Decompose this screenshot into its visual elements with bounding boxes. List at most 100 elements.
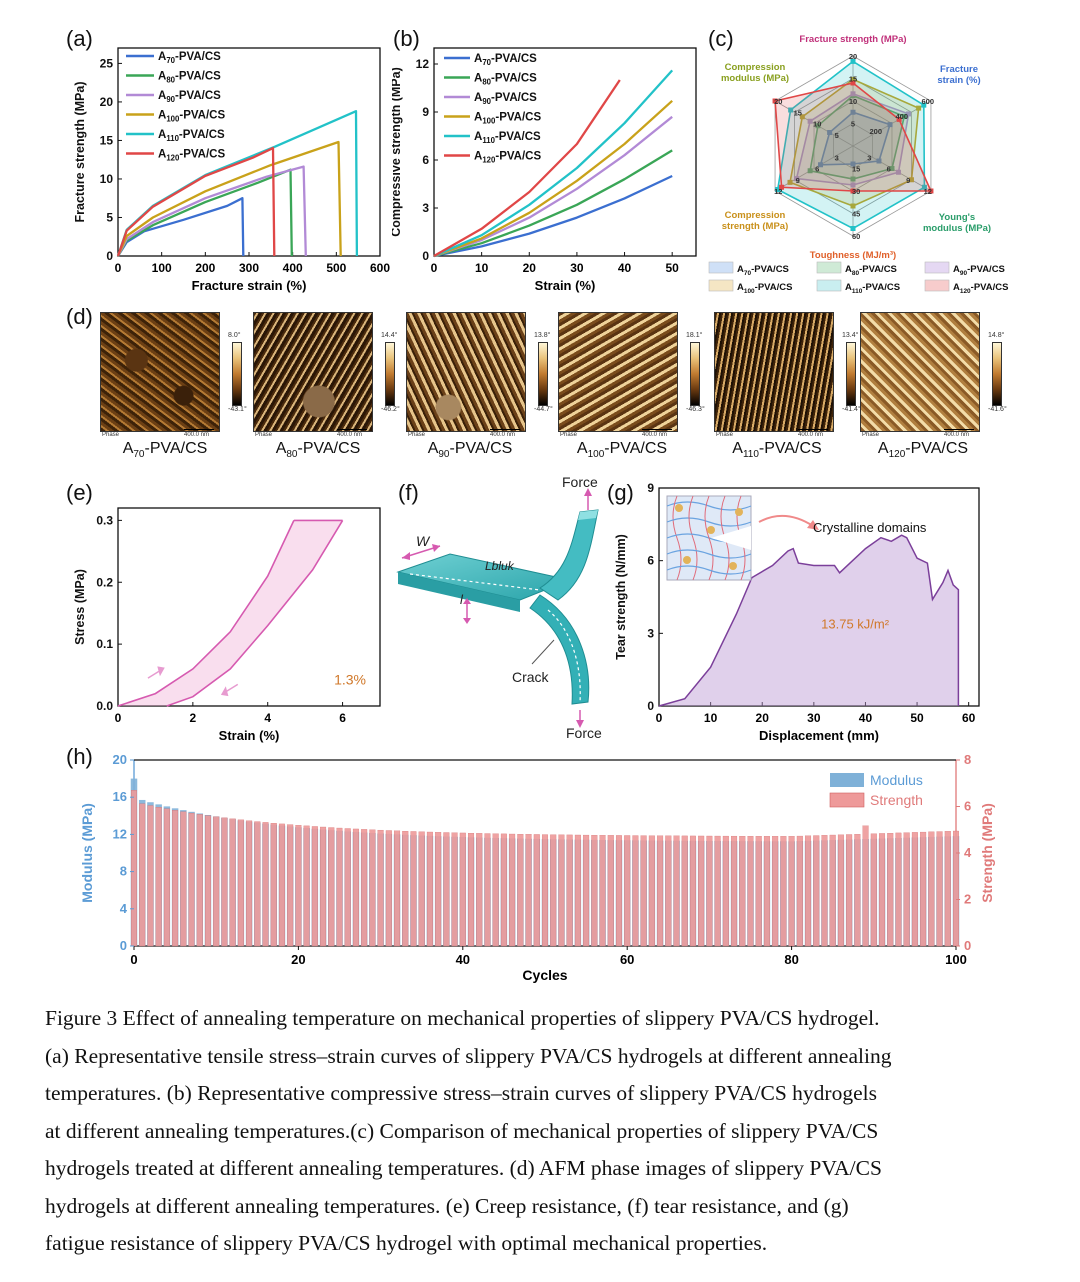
radar-point bbox=[928, 188, 934, 194]
specimen-side bbox=[398, 572, 520, 612]
strength-bar bbox=[805, 835, 812, 947]
radar-axis-title: Fracture strength (MPa) bbox=[799, 34, 906, 45]
afm-phase-label: Phase bbox=[716, 432, 734, 438]
y2-tick-label: 6 bbox=[964, 799, 971, 814]
legend-label: A100-PVA/CS bbox=[158, 110, 225, 124]
afm-scale-bar: 400.0 nm bbox=[184, 429, 215, 438]
crystal-domain bbox=[735, 508, 743, 516]
y-tick-label: 0.0 bbox=[96, 699, 113, 713]
polymer-chain bbox=[688, 495, 698, 581]
panel-label-h: (h) bbox=[66, 744, 93, 769]
afm-scale-bar: 400.0 nm bbox=[490, 429, 521, 438]
y-tick-label: 8 bbox=[120, 864, 127, 879]
radar-tick-label: 45 bbox=[852, 210, 860, 219]
chart-b-compressive: 0 10 20 30 40 50 0 3 6 9 12 Strain (%) Compressive s… bbox=[392, 47, 697, 293]
afm-scale-min: -46.2° bbox=[381, 406, 400, 413]
chart-c-radar: 5 10 15 20 200 400 600 3 6 9 12 15 30 45 60 3 6 9 12 5 10 15 2… bbox=[708, 34, 1009, 295]
afm-phase-label: Phase bbox=[255, 432, 273, 438]
x-tick-label: 600 bbox=[370, 261, 390, 275]
radar-tick-label: 60 bbox=[852, 232, 860, 241]
legend-label: A70-PVA/CS bbox=[737, 264, 789, 277]
x-tick-label: 100 bbox=[152, 261, 172, 275]
strength-bar bbox=[763, 836, 770, 947]
x-tick-label: 40 bbox=[456, 952, 470, 967]
afm-image-block: 13.4° -41.4° Phase 400.0 nm bbox=[714, 312, 861, 462]
tear-curve bbox=[658, 534, 960, 707]
radar-tick-label: 9 bbox=[906, 176, 910, 185]
polymer-chain bbox=[672, 495, 682, 581]
strength-bar bbox=[287, 824, 294, 947]
strength-bar bbox=[879, 833, 886, 947]
upper-arm bbox=[539, 509, 599, 601]
x-tick-label: 80 bbox=[784, 952, 798, 967]
y-axis-label: Tear strength (N/mm) bbox=[615, 534, 628, 659]
strength-bar bbox=[739, 836, 746, 947]
strength-bar bbox=[311, 826, 318, 947]
caption-line: hydrogels at different annealing tempera… bbox=[45, 1193, 849, 1218]
radar-point bbox=[921, 184, 927, 190]
strength-bar bbox=[139, 803, 146, 947]
strength-bar bbox=[131, 790, 137, 947]
crystal-domain bbox=[675, 504, 683, 512]
x-tick-label: 4 bbox=[264, 711, 271, 725]
strength-bar bbox=[813, 835, 820, 947]
caption-line: at different annealing temperatures.(c) … bbox=[45, 1118, 879, 1143]
plot-frame bbox=[117, 507, 381, 707]
radar-tick-label: 12 bbox=[774, 187, 782, 196]
strength-bar bbox=[517, 834, 524, 947]
x-tick-label: 20 bbox=[291, 952, 305, 967]
afm-image-block: 18.1° -46.3° Phase 400.0 nm bbox=[558, 312, 705, 462]
afm-color-scale bbox=[992, 342, 1002, 406]
strength-bar bbox=[911, 832, 918, 947]
x-tick-label: 2 bbox=[190, 711, 197, 725]
x-tick-label: 30 bbox=[807, 711, 821, 725]
crack-leader bbox=[531, 639, 555, 665]
panel-label-b: (b) bbox=[393, 26, 420, 51]
x-tick-label: 0 bbox=[656, 711, 663, 725]
strength-bar bbox=[673, 835, 680, 947]
strength-bar bbox=[903, 832, 910, 947]
series-line bbox=[116, 146, 276, 257]
strength-bar bbox=[780, 836, 787, 947]
afm-caption: A110-PVA/CS bbox=[732, 440, 822, 461]
chart-h-fatigue: 0 20 40 60 80 10004812162002468CyclesModulus … bbox=[79, 752, 995, 983]
strength-bar bbox=[435, 832, 442, 947]
radar-tick-label: 12 bbox=[924, 187, 932, 196]
series-line bbox=[116, 140, 342, 257]
load-arrowhead bbox=[157, 666, 165, 677]
x-tick-label: 100 bbox=[945, 952, 967, 967]
strength-bar bbox=[706, 835, 713, 947]
radar-point bbox=[876, 158, 882, 164]
legend-label: A120-PVA/CS bbox=[953, 282, 1009, 295]
strength-bar bbox=[270, 823, 277, 947]
strength-bar bbox=[172, 810, 179, 947]
strength-bar bbox=[829, 834, 836, 947]
y-tick-label: 0.1 bbox=[96, 637, 113, 651]
y-tick-label: 16 bbox=[113, 789, 127, 804]
radar-axis-title: Compression strength (MPa) bbox=[722, 210, 789, 232]
y-tick-label: 4 bbox=[120, 901, 128, 916]
strength-bar bbox=[278, 823, 285, 947]
strength-bar bbox=[714, 835, 721, 947]
afm-caption: A120-PVA/CS bbox=[877, 440, 969, 461]
radar-tick-label: 20 bbox=[849, 52, 857, 61]
series-line bbox=[433, 79, 621, 257]
legend-label: A70-PVA/CS bbox=[158, 51, 221, 65]
strength-bar bbox=[320, 826, 327, 947]
creep-annotation: 1.3% bbox=[334, 671, 366, 687]
afm-phase-label: Phase bbox=[408, 432, 426, 438]
y-tick-label: 10 bbox=[100, 172, 114, 186]
x-tick-label: 20 bbox=[523, 261, 537, 275]
x-axis-label: Strain (%) bbox=[535, 278, 596, 293]
strength-bar bbox=[303, 825, 310, 947]
y-tick-label: 12 bbox=[416, 57, 430, 71]
strength-bar bbox=[574, 834, 581, 947]
force-bottom-label: Force bbox=[566, 725, 602, 741]
strength-bar bbox=[747, 836, 754, 947]
strength-bar bbox=[895, 832, 902, 947]
y-tick-label: 20 bbox=[113, 752, 127, 767]
radar-tick-label: 400 bbox=[896, 112, 909, 121]
panel-label-c: (c) bbox=[708, 26, 734, 51]
series-line bbox=[433, 149, 673, 258]
radar-tick-label: 15 bbox=[794, 108, 802, 117]
